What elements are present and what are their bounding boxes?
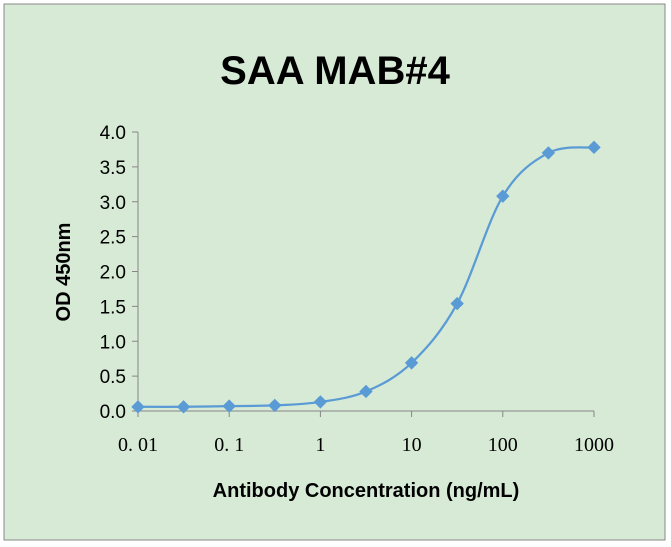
x-tick-label: 1 <box>315 434 325 456</box>
data-point-marker <box>404 356 419 370</box>
chart-title: SAA MAB#4 <box>220 49 450 93</box>
x-tick-label: 0. 01 <box>118 434 158 456</box>
y-axis-label: OD 450nm <box>53 223 75 322</box>
data-point-marker <box>359 384 373 399</box>
y-tick-label: 1.0 <box>100 332 126 353</box>
data-point-marker <box>176 400 191 414</box>
y-tick-label: 3.0 <box>100 193 126 214</box>
data-point-marker <box>131 400 145 414</box>
y-tick-label: 0.0 <box>100 402 126 423</box>
data-point-marker <box>222 399 236 413</box>
y-tick-label: 4.0 <box>100 123 126 144</box>
data-point-marker <box>268 398 282 413</box>
x-tick-label: 0. 1 <box>214 434 244 456</box>
data-point-marker <box>496 189 510 203</box>
y-tick-label: 1.5 <box>100 297 126 318</box>
data-point-marker <box>587 140 601 155</box>
y-tick-label: 3.5 <box>100 158 126 179</box>
chart-background <box>3 3 666 541</box>
x-tick-label: 1000 <box>574 434 614 456</box>
y-tick-label: 0.5 <box>100 367 126 388</box>
axes: 0.0 0.5 1.0 1.5 2.0 2.5 3.0 3.5 4.0 0. 01 0. 1 1 10 1… <box>100 123 614 456</box>
x-tick-label: 100 <box>488 434 518 456</box>
x-tick-label: 10 <box>402 434 422 456</box>
data-point-marker <box>313 395 328 409</box>
x-axis-label: Antibody Concentration (ng/mL) <box>213 480 520 502</box>
data-point-marker <box>541 146 556 160</box>
series-layer <box>131 140 601 414</box>
series-line <box>137 146 595 408</box>
data-point-marker <box>450 296 464 311</box>
y-tick-label: 2.5 <box>100 228 126 249</box>
y-tick-label: 2.0 <box>100 263 126 284</box>
